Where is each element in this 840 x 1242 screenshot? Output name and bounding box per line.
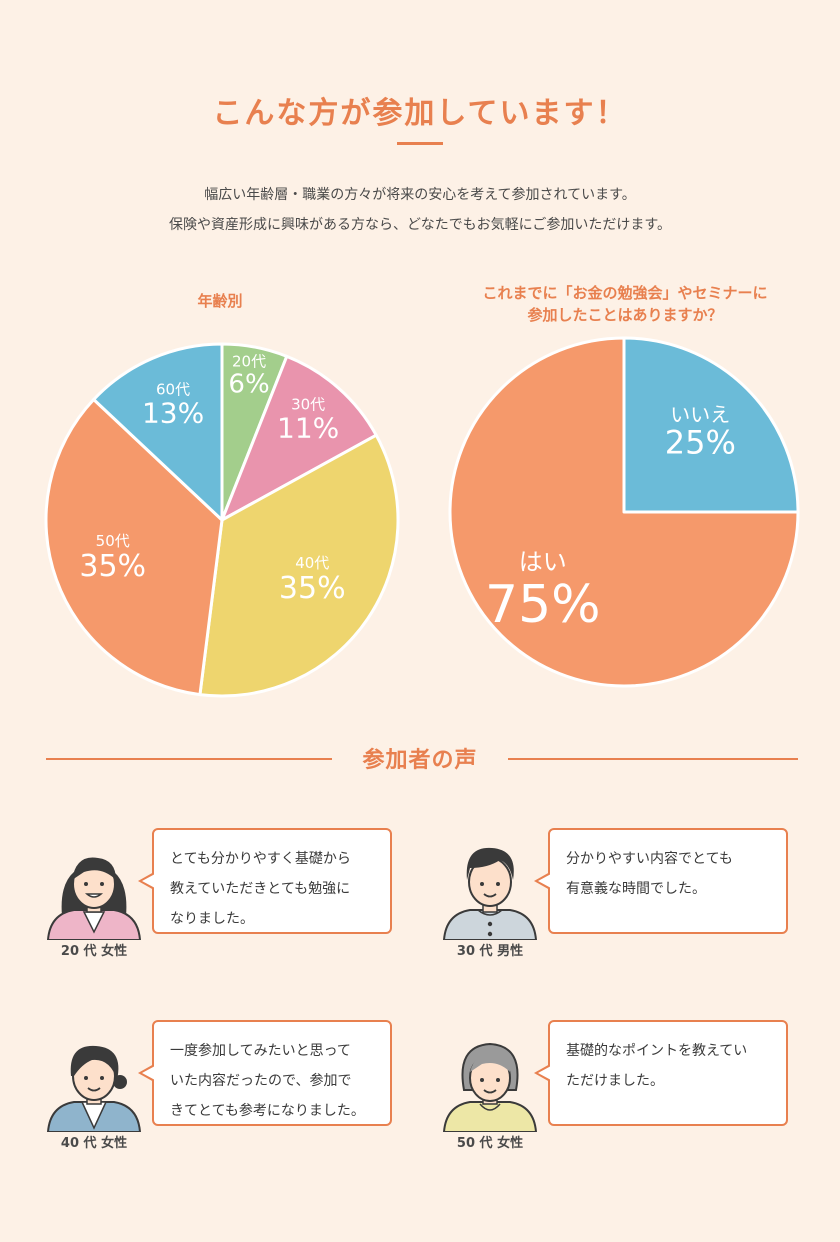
pie-category-label: 40代 <box>295 554 329 572</box>
pie-value-label: 6% <box>228 370 269 400</box>
pie-value-label: 11% <box>277 412 339 445</box>
voice-3-line-3: きてとても参考になりました。 <box>170 1103 365 1119</box>
pie-slice-5 <box>92 342 224 522</box>
seminar-chart-title-line2: 参加したことはありますか？ <box>527 306 723 324</box>
pie-value-label: 35% <box>79 549 146 584</box>
voice-4-line-2: ただけました。 <box>566 1073 664 1089</box>
voice-3-bubble: 一度参加してみたいと思って いた内容だったので、参加で きてとても参考になりまし… <box>138 1020 392 1126</box>
pie-value-label: 75% <box>485 575 601 635</box>
man-30s-avatar-icon <box>442 847 538 940</box>
voice-4-bubble: 基礎的なポイントを教えてい ただけました。 <box>534 1020 788 1126</box>
voice-3-attribute: 40 代 女性 <box>60 1136 128 1151</box>
voice-3-line-2: いた内容だったので、参加で <box>170 1073 352 1089</box>
pie-value-label: 35% <box>279 571 346 606</box>
voice-4-line-1: 基礎的なポイントを教えてい <box>566 1043 748 1059</box>
pie-slice-1 <box>622 336 800 514</box>
seminar-chart-title: これまでに「お金の勉強会」やセミナーに 参加したことはありますか？ <box>420 282 830 326</box>
voice-3-line-1: 一度参加してみたいと思って <box>170 1043 351 1059</box>
pie-category-label: 20代 <box>232 353 266 371</box>
voice-4-attribute: 50 代 女性 <box>456 1136 524 1151</box>
voice-1-line-3: なりました。 <box>170 911 254 927</box>
lead-line-1: 幅広い年齢層・職業の方々が将来の安心を考えて参加されています。 <box>204 187 636 203</box>
voice-2-line-2: 有意義な時間でした。 <box>566 881 706 897</box>
voice-2-bubble: 分かりやすい内容でとても 有意義な時間でした。 <box>534 828 788 934</box>
woman-20s-avatar-icon <box>46 857 142 940</box>
pie-slice-4 <box>44 398 224 697</box>
voices-section-title: 参加者の声 <box>362 748 478 773</box>
seminar-chart-title-line1: これまでに「お金の勉強会」やセミナーに <box>482 284 768 302</box>
voices-rule-right <box>508 758 798 760</box>
pie-slice-2 <box>448 336 800 688</box>
voices-section-header: 参加者の声 <box>0 740 840 780</box>
woman-50s-avatar-icon <box>442 1042 538 1132</box>
voices-rule-left <box>46 758 332 760</box>
voice-1-line-2: 教えていただきとても勉強に <box>170 881 351 897</box>
pie-slice-2 <box>220 354 378 522</box>
pie-category-label: 60代 <box>156 380 190 398</box>
pie-category-label: いいえ <box>670 402 730 426</box>
voice-2-line-1: 分かりやすい内容でとても <box>566 851 733 867</box>
voice-1-attribute: 20 代 女性 <box>60 944 128 959</box>
title-underline <box>397 142 443 145</box>
pie-category-label: 30代 <box>291 396 325 414</box>
pie-value-label: 13% <box>142 396 204 429</box>
lead-line-2: 保険や資産形成に興味がある方なら、どなたでもお気軽にご参加いただけます。 <box>168 217 672 233</box>
age-chart-title: 年齢別 <box>197 292 243 310</box>
page-title: こんな方が参加しています！ <box>212 96 628 131</box>
pie-category-label: 50代 <box>96 532 130 550</box>
voice-1-bubble: とても分かりやすく基礎から 教えていただきとても勉強に なりました。 <box>138 828 392 934</box>
pie-value-label: 25% <box>665 423 736 461</box>
voice-1-line-1: とても分かりやすく基礎から <box>170 851 351 867</box>
voice-2-attribute: 30 代 男性 <box>456 944 524 959</box>
pie-slice-3 <box>198 433 400 698</box>
pie-category-label: はい <box>519 548 567 576</box>
woman-40s-avatar-icon <box>46 1045 142 1132</box>
